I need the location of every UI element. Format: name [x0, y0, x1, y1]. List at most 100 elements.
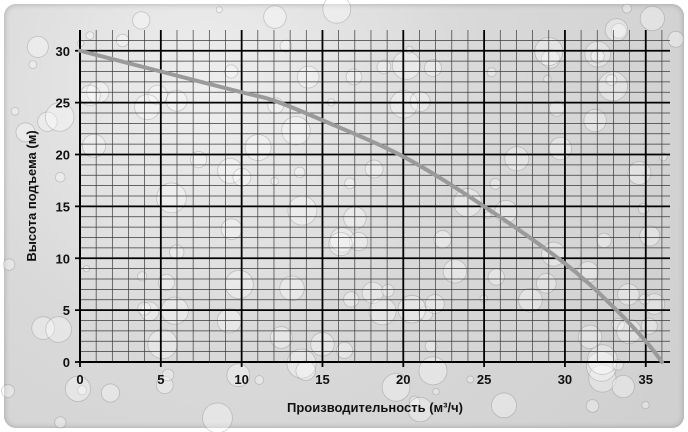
water-drop	[391, 50, 421, 80]
water-drop	[368, 297, 397, 326]
water-drop	[364, 159, 384, 179]
water-drop	[409, 91, 431, 112]
water-drop	[408, 395, 421, 408]
water-drop	[296, 65, 320, 89]
water-drop	[639, 5, 665, 32]
water-drop	[361, 281, 384, 304]
water-drop	[641, 401, 650, 410]
head-flow-curve	[78, 48, 664, 364]
water-drop	[202, 402, 233, 432]
water-drop	[64, 375, 91, 402]
x-tick-label: 0	[76, 372, 83, 387]
water-drop	[587, 344, 618, 375]
water-drop	[279, 275, 305, 301]
x-tick-label: 20	[396, 372, 410, 387]
water-drop	[295, 360, 316, 381]
x-axis-title: Производительность (м³/ч)	[287, 400, 463, 415]
water-drop	[405, 45, 414, 54]
water-drop	[397, 295, 427, 324]
water-drop	[424, 59, 442, 77]
water-drop	[37, 111, 58, 132]
water-drop	[442, 259, 468, 284]
water-drop	[491, 392, 517, 419]
water-drop	[161, 368, 175, 382]
y-tick-label: 5	[63, 303, 70, 318]
water-drop	[226, 363, 251, 388]
y-tick-label: 30	[56, 44, 70, 59]
water-drop	[535, 273, 557, 294]
water-drop	[322, 0, 352, 24]
x-tick-label: 15	[315, 372, 329, 387]
water-drop	[263, 5, 287, 29]
water-drop	[548, 137, 573, 161]
water-drop	[224, 269, 254, 299]
x-tick-label: 5	[157, 372, 164, 387]
curve-layer	[78, 48, 664, 364]
water-drop	[28, 60, 38, 69]
water-drop	[137, 301, 152, 316]
water-drop	[281, 116, 311, 146]
water-drop	[45, 316, 72, 343]
water-drop	[518, 288, 543, 313]
chart-frame	[4, 4, 684, 428]
water-drop	[596, 232, 612, 249]
y-tick-label: 0	[63, 355, 70, 370]
water-drop	[215, 6, 223, 14]
major-grid	[75, 30, 670, 367]
water-drop	[336, 341, 354, 359]
water-drop	[584, 40, 611, 68]
water-drop	[588, 364, 617, 393]
water-drop	[345, 68, 363, 86]
water-drop	[381, 284, 395, 298]
y-tick-label: 20	[56, 148, 70, 163]
water-drop	[85, 31, 95, 40]
x-tick-label: 10	[234, 372, 248, 387]
water-drop	[270, 326, 293, 349]
water-drop	[156, 182, 187, 214]
y-tick-labels: 0 5 10 15 20 25 30	[56, 44, 70, 370]
y-tick-label: 10	[56, 251, 70, 266]
water-drop	[26, 35, 49, 58]
water-drop	[220, 218, 243, 240]
water-drop	[578, 324, 603, 350]
water-drop	[418, 356, 448, 386]
water-drop	[381, 373, 411, 402]
x-tick-label: 25	[477, 372, 491, 387]
water-drop	[616, 318, 642, 344]
water-drop	[2, 258, 16, 271]
water-drop	[611, 374, 635, 399]
water-drop	[585, 399, 600, 413]
water-drop	[294, 166, 306, 179]
y-axis-title: Высота подъема (м)	[24, 130, 39, 261]
y-tick-label: 15	[56, 199, 70, 214]
water-drop	[328, 231, 353, 257]
water-drop	[432, 387, 440, 396]
water-drop	[605, 74, 618, 86]
water-drop	[155, 376, 174, 394]
water-drop	[667, 30, 685, 48]
water-drop	[134, 94, 161, 121]
water-drop	[31, 316, 55, 340]
water-drop	[617, 283, 640, 306]
water-drop	[349, 232, 369, 252]
water-drop	[147, 328, 178, 360]
water-drop	[54, 416, 67, 429]
water-drop	[424, 339, 438, 353]
water-drop	[489, 178, 502, 190]
water-drop	[15, 122, 36, 143]
water-drop	[466, 375, 475, 384]
water-drop	[77, 385, 88, 396]
water-drop	[343, 291, 360, 308]
water-drop	[165, 89, 188, 112]
water-drop	[583, 108, 607, 133]
water-drop	[216, 308, 242, 334]
water-drop	[604, 18, 629, 42]
water-drop	[1, 384, 15, 398]
water-drop	[425, 294, 445, 314]
water-drop	[639, 225, 661, 247]
water-drop	[639, 293, 651, 305]
water-drop	[190, 151, 208, 169]
minor-grid	[80, 30, 670, 362]
